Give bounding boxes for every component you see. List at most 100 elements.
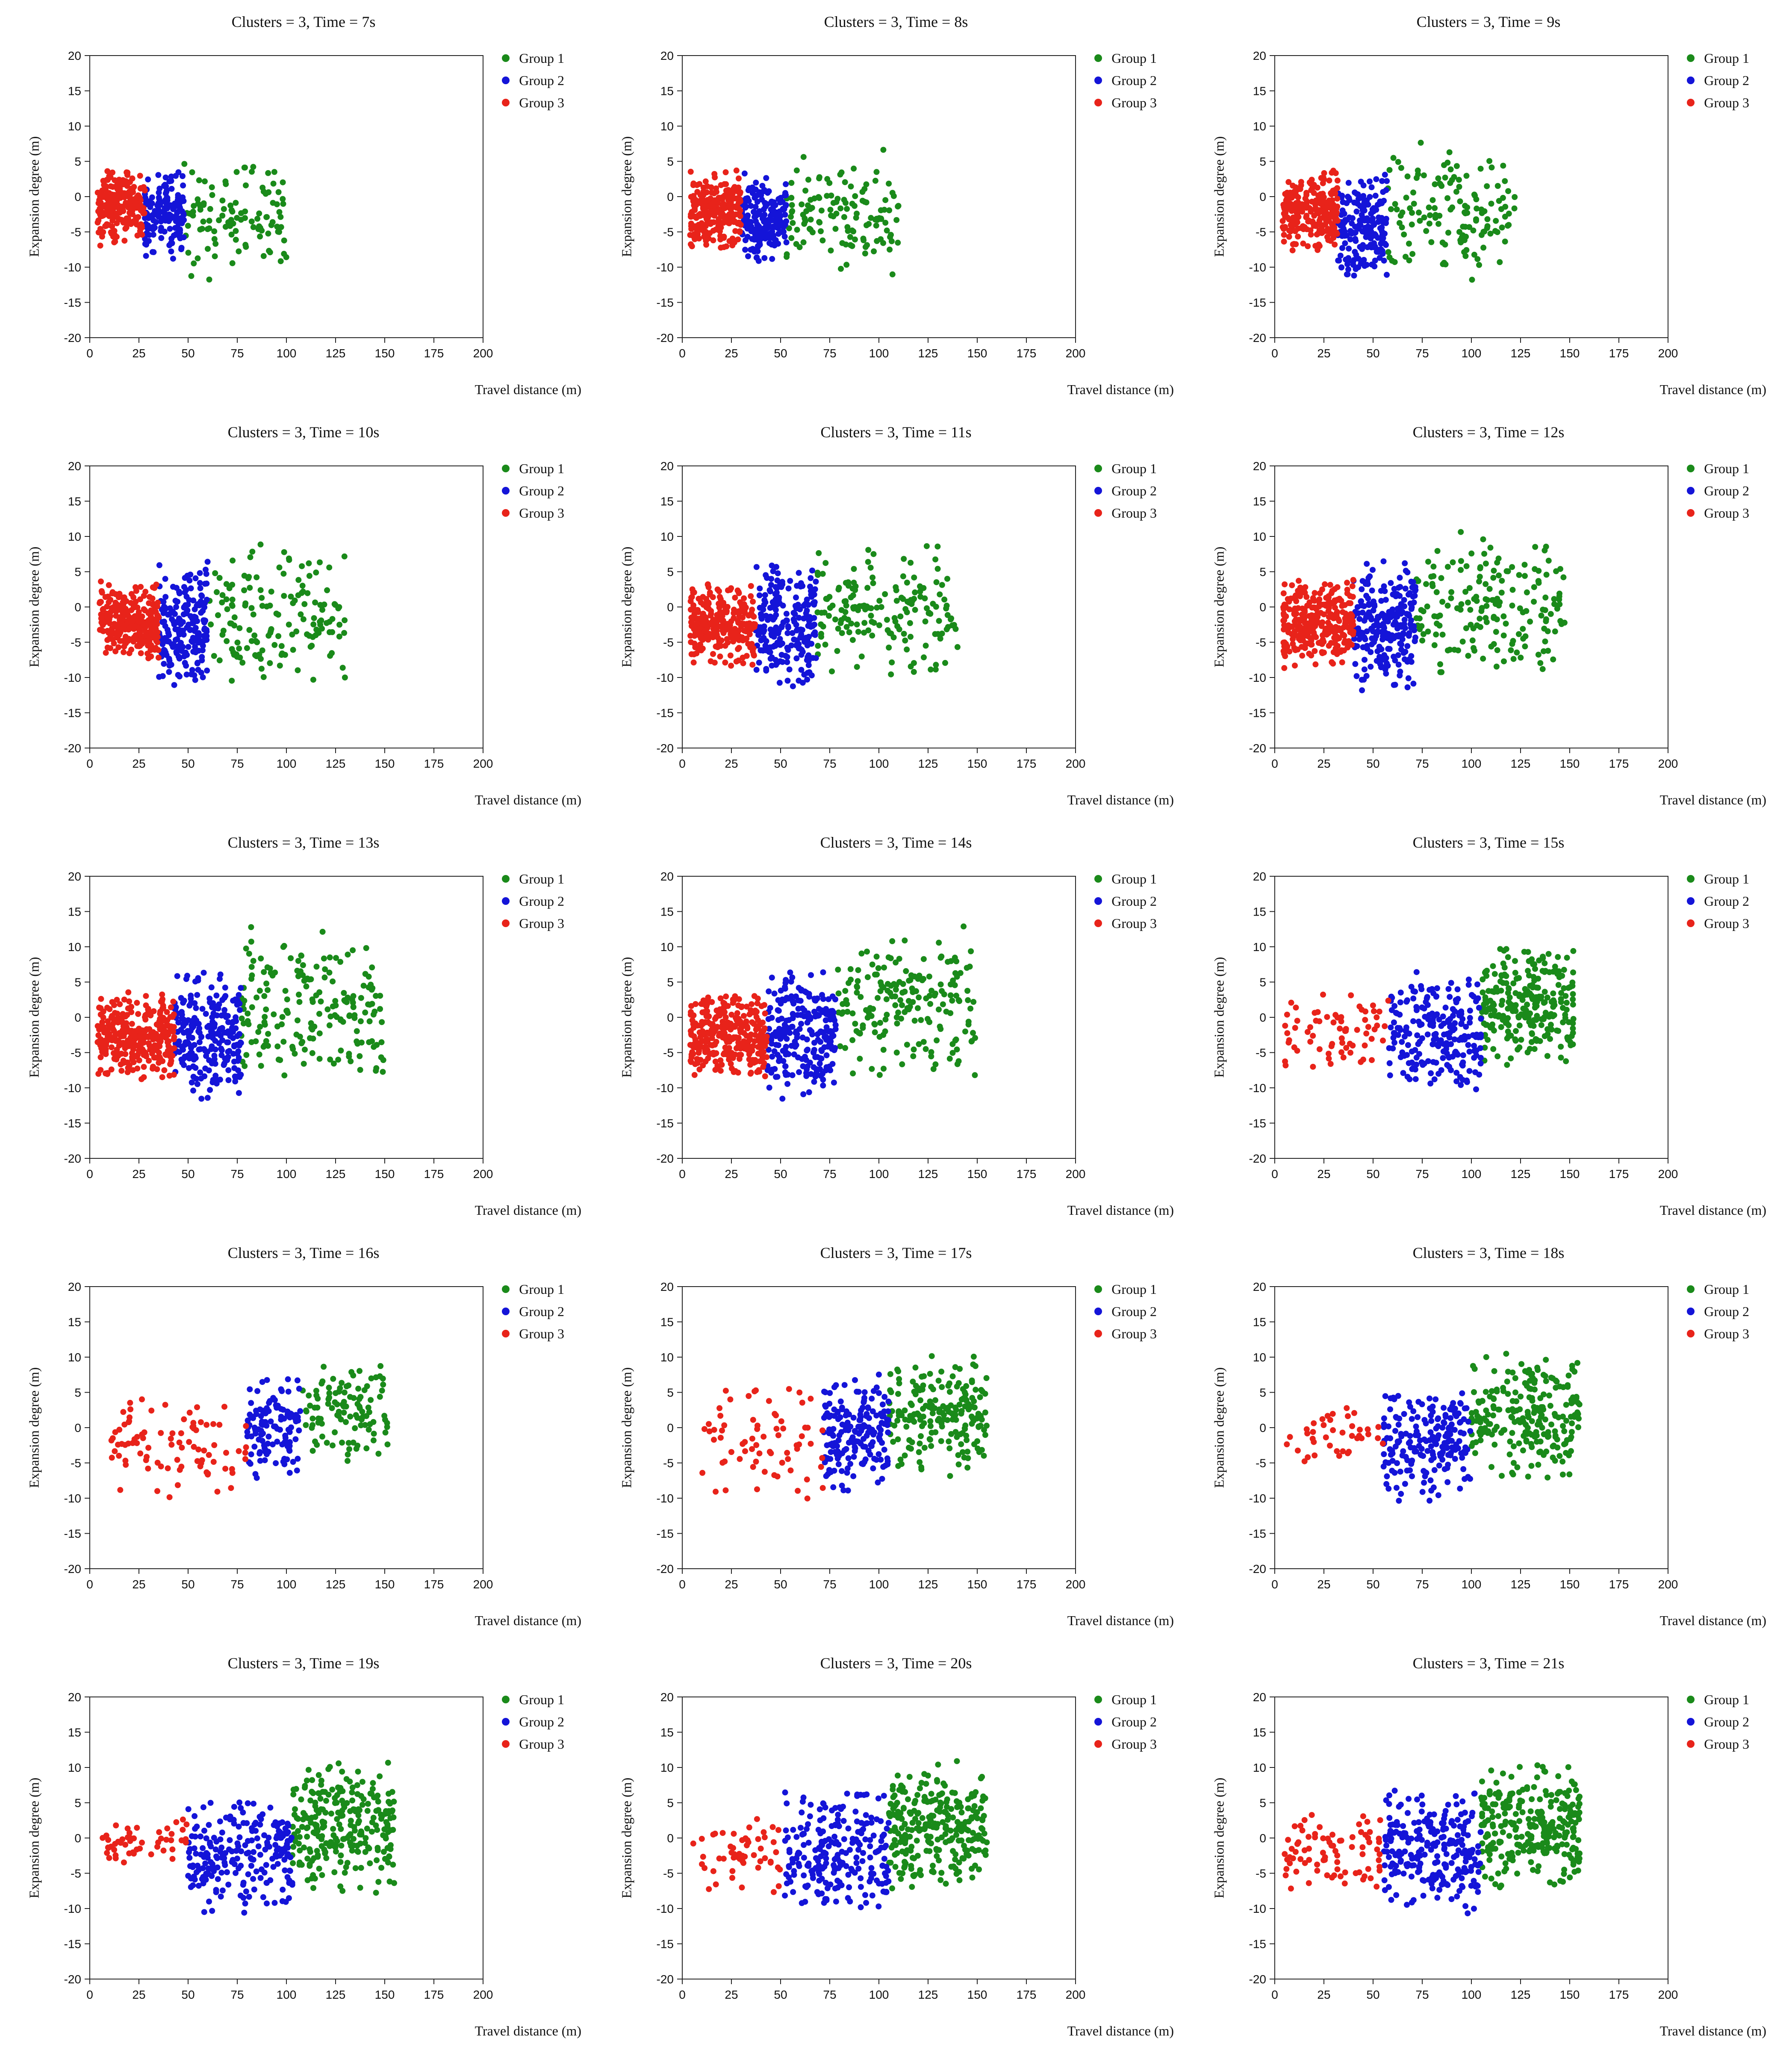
data-point [243, 182, 249, 189]
data-point [136, 619, 142, 625]
data-point [1551, 601, 1557, 607]
data-point [934, 543, 941, 550]
data-point [1310, 595, 1316, 601]
data-point [278, 224, 284, 230]
y-tick-label: 15 [68, 905, 81, 919]
data-point [204, 1095, 211, 1101]
data-point [895, 1009, 902, 1016]
data-point [208, 984, 215, 990]
y-tick-label: -15 [657, 707, 674, 720]
data-point [735, 195, 741, 201]
data-point [722, 606, 729, 613]
data-point [244, 645, 250, 651]
data-point [319, 928, 326, 935]
data-point [775, 570, 781, 577]
data-point [904, 580, 910, 586]
data-point [844, 1009, 851, 1015]
data-point [313, 569, 319, 576]
data-point [148, 653, 154, 660]
data-point [865, 627, 872, 633]
legend-marker-icon [502, 509, 510, 517]
data-point [302, 1046, 308, 1053]
data-point [779, 206, 786, 213]
data-point [1279, 224, 1286, 230]
data-point [851, 165, 857, 172]
data-point [1440, 261, 1446, 267]
y-axis-label-text: Expansion degree (m) [26, 546, 42, 668]
data-point [202, 1048, 209, 1054]
y-axis-label: Expansion degree (m) [21, 470, 47, 744]
data-point [1399, 224, 1405, 230]
data-point [886, 645, 892, 651]
legend-item: Group 3 [1094, 502, 1157, 524]
data-point [761, 187, 767, 193]
x-tick-label: 200 [1066, 1167, 1086, 1181]
data-point [1373, 633, 1379, 639]
data-point [731, 615, 737, 621]
data-point [258, 955, 264, 962]
data-point [881, 1066, 887, 1072]
data-point [1282, 581, 1288, 588]
data-point [129, 1021, 135, 1027]
data-point [296, 999, 303, 1005]
legend-label: Group 3 [1704, 94, 1749, 110]
data-point [255, 1029, 262, 1035]
data-point [1282, 205, 1288, 212]
data-point [241, 587, 248, 593]
chart-title: Clusters = 3, Time = 14s [820, 834, 972, 851]
data-point [899, 1002, 905, 1008]
data-point [1412, 638, 1418, 645]
data-point [130, 196, 136, 203]
x-tick-label: 75 [230, 757, 244, 770]
data-point [1341, 211, 1347, 217]
data-point [342, 998, 348, 1004]
data-point [250, 958, 256, 964]
data-point [878, 236, 884, 242]
data-point [275, 633, 282, 639]
data-point [165, 630, 171, 636]
data-point [312, 599, 318, 606]
y-tick-label: 15 [660, 85, 674, 98]
y-axis-label: Expansion degree (m) [21, 881, 47, 1154]
data-point [768, 582, 774, 588]
data-point [952, 970, 958, 976]
data-point [902, 606, 909, 612]
x-tick-label: 200 [1066, 347, 1086, 360]
data-point [229, 260, 236, 266]
data-point [197, 580, 203, 586]
data-point [694, 182, 700, 188]
data-point [1486, 586, 1493, 592]
data-point [1483, 619, 1490, 625]
data-point [1463, 625, 1469, 631]
data-point [178, 215, 184, 221]
data-point [808, 594, 815, 600]
data-point [1344, 644, 1351, 651]
data-point [321, 955, 327, 962]
data-point [880, 147, 887, 153]
data-point [708, 608, 714, 614]
data-point [1326, 626, 1333, 632]
data-point [818, 621, 824, 627]
data-point [810, 229, 816, 236]
data-point [331, 601, 338, 607]
data-point [1316, 603, 1322, 610]
data-point [1380, 558, 1387, 565]
y-tick-label: 20 [660, 870, 674, 883]
data-point [783, 202, 789, 208]
data-point [1390, 155, 1397, 161]
data-point [744, 213, 751, 220]
data-point [799, 201, 805, 208]
data-point [884, 627, 891, 633]
data-point [707, 221, 714, 227]
data-point [946, 1055, 953, 1062]
data-point [716, 604, 722, 611]
data-point [228, 207, 235, 213]
data-point [953, 1036, 959, 1043]
data-point [259, 647, 265, 654]
data-point [199, 226, 205, 232]
data-point [1292, 628, 1298, 634]
data-point [1464, 204, 1471, 211]
y-tick-label: 0 [1259, 190, 1266, 203]
data-point [1310, 613, 1317, 619]
series-group-3 [687, 581, 758, 669]
